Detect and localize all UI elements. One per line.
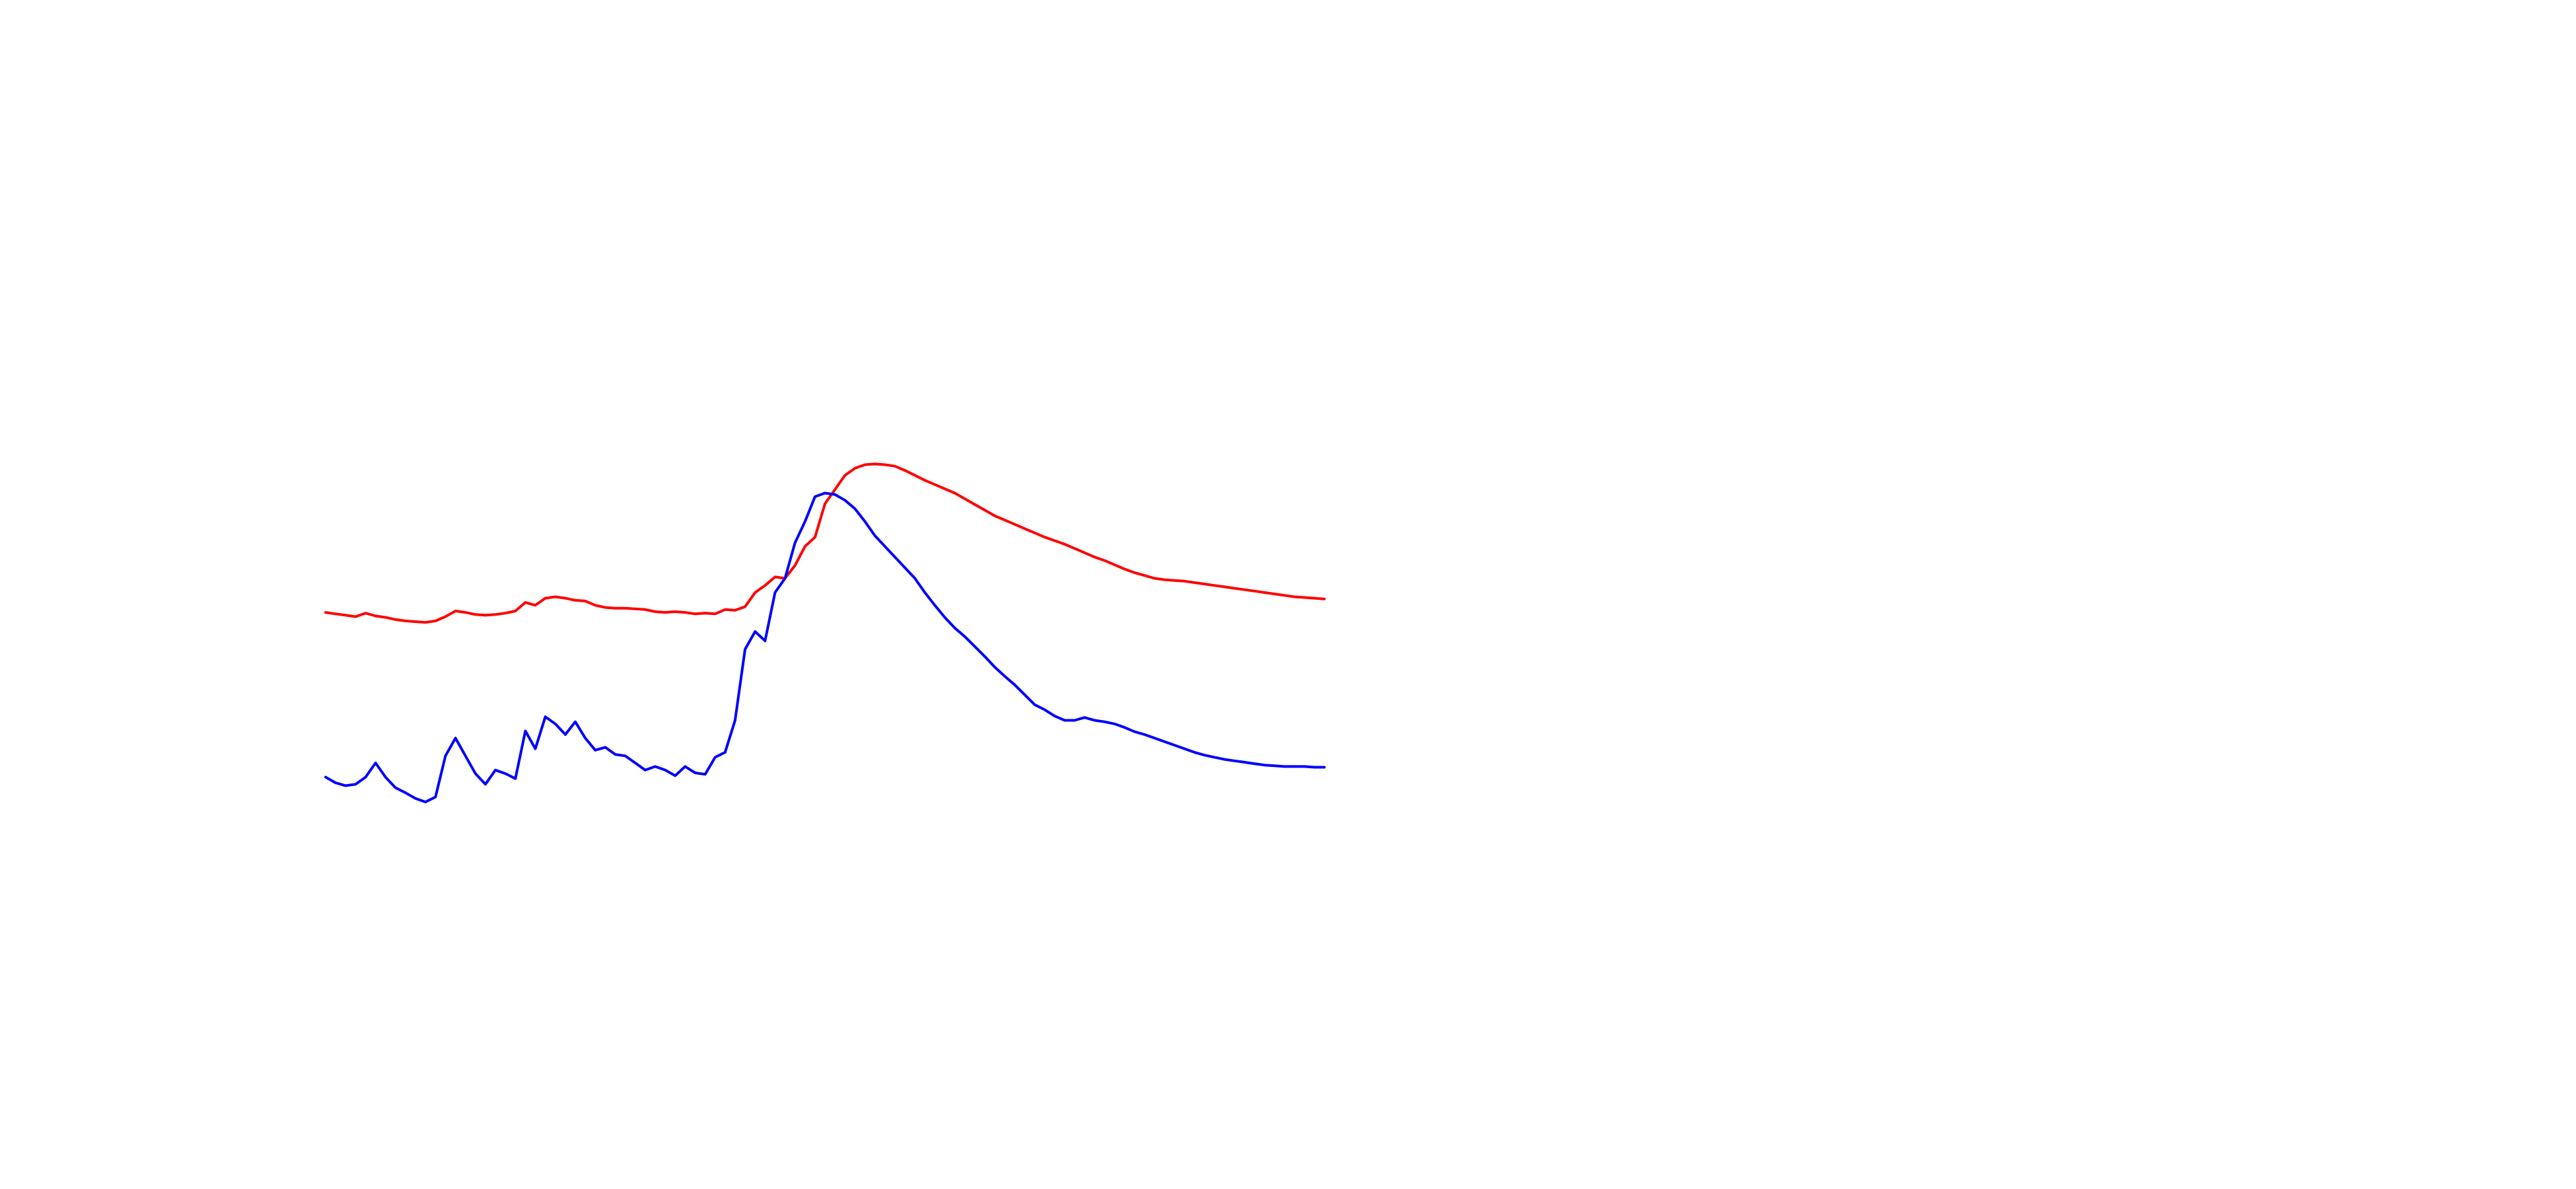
series-line-1: [324, 462, 1326, 624]
series-layer: [324, 462, 1326, 804]
series-line-2: [324, 491, 1326, 804]
